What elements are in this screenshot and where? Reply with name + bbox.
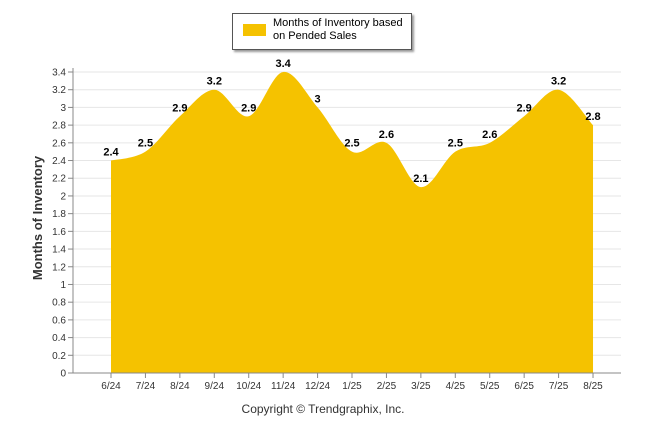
x-tick-label: 10/24 [236, 381, 261, 392]
x-tick-label: 3/25 [411, 381, 431, 392]
area-series-fill [111, 71, 594, 374]
x-tick-label: 6/25 [514, 381, 534, 392]
y-tick-label: 1.6 [52, 227, 66, 238]
data-label: 2.5 [448, 138, 463, 150]
x-tick-label: 9/24 [205, 381, 225, 392]
data-label: 2.5 [344, 138, 359, 150]
data-labels: 2.4 2.5 2.9 3.2 2.9 3.4 3 2.5 2.6 2.1 2.5 2.6 2.9 3.2… [103, 58, 600, 185]
data-label: 2.9 [241, 102, 256, 114]
legend-label: Months of Inventory based on Pended Sale… [273, 17, 403, 42]
y-axis-ticks: 0 0.2 0.4 0.6 0.8 1 1.2 1.4 1.6 1.8 2 2.2 2.4 2.6 2.8 3… [52, 68, 73, 380]
y-tick-label: 2 [60, 191, 66, 202]
axes [72, 68, 621, 374]
legend: Months of Inventory based on Pended Sale… [232, 13, 412, 50]
legend-swatch [243, 24, 266, 36]
x-tick-label: 8/25 [583, 381, 603, 392]
data-label: 2.1 [413, 173, 428, 185]
y-tick-label: 3 [60, 103, 66, 114]
data-label: 2.5 [138, 138, 153, 150]
y-tick-label: 1.4 [52, 245, 66, 256]
x-tick-label: 1/25 [342, 381, 362, 392]
y-tick-label: 2.2 [52, 174, 66, 185]
y-axis-title: Months of Inventory [30, 155, 45, 280]
y-tick-label: 3.2 [52, 85, 66, 96]
y-tick-label: 0.4 [52, 333, 66, 344]
y-tick-label: 2.4 [52, 156, 66, 167]
x-tick-label: 5/25 [480, 381, 500, 392]
data-label: 2.4 [103, 147, 119, 159]
data-label: 2.9 [172, 102, 187, 114]
x-tick-label: 7/25 [549, 381, 569, 392]
data-label: 2.8 [585, 111, 600, 123]
y-tick-label: 1.8 [52, 209, 66, 220]
x-tick-label: 7/24 [136, 381, 156, 392]
x-tick-label: 8/24 [170, 381, 190, 392]
data-label: 3 [315, 93, 321, 105]
y-tick-label: 0.8 [52, 298, 66, 309]
data-label: 3.2 [207, 76, 222, 88]
copyright-text: Copyright © Trendgraphix, Inc. [241, 402, 405, 416]
y-tick-label: 1 [60, 280, 66, 291]
x-tick-label: 2/25 [377, 381, 397, 392]
x-tick-label: 12/24 [305, 381, 330, 392]
x-tick-label: 4/25 [446, 381, 466, 392]
y-tick-label: 2.8 [52, 121, 66, 132]
y-tick-label: 0.6 [52, 315, 66, 326]
area-chart: 0 0.2 0.4 0.6 0.8 1 1.2 1.4 1.6 1.8 2 2.2 2.4 2.6 2.8 3… [30, 58, 621, 392]
x-axis-ticks: 6/24 7/24 8/24 9/24 10/24 11/24 12/24 1/25 2/25 3… [101, 373, 603, 392]
y-tick-label: 1.2 [52, 262, 66, 273]
data-label: 3.4 [276, 58, 292, 70]
data-label: 2.9 [517, 102, 532, 114]
data-label: 2.6 [379, 129, 394, 141]
data-label: 2.6 [482, 129, 497, 141]
y-tick-label: 0 [60, 369, 66, 380]
x-tick-label: 11/24 [271, 381, 296, 392]
data-label: 3.2 [551, 76, 566, 88]
y-tick-label: 2.6 [52, 138, 66, 149]
area-series [111, 71, 594, 374]
y-tick-label: 0.2 [52, 351, 66, 362]
x-tick-label: 6/24 [101, 381, 121, 392]
y-tick-label: 3.4 [52, 68, 66, 79]
